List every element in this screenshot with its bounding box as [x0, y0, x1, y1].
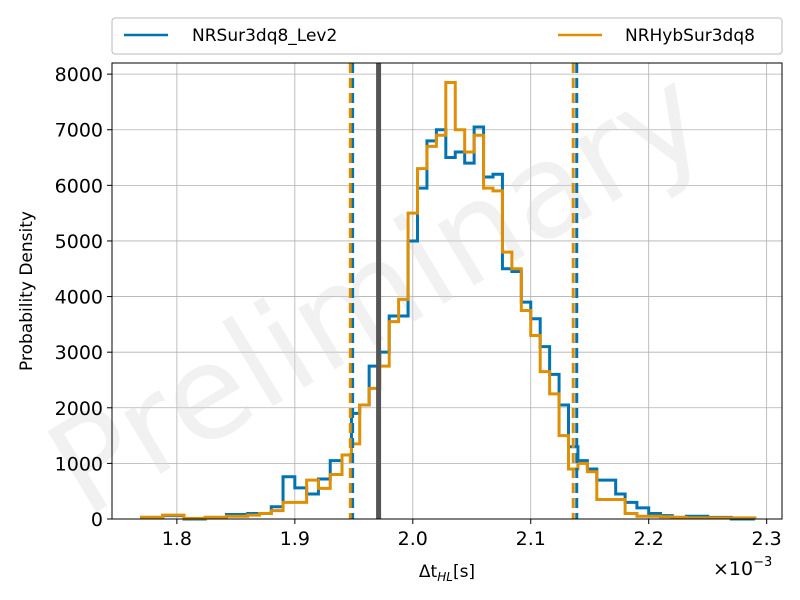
x-tick-label: 1.8 [162, 528, 192, 550]
histogram-steps [139, 80, 757, 521]
x-tick-label: 2.3 [752, 528, 782, 550]
x-tick-label: 2.1 [516, 528, 546, 550]
legend-box [111, 17, 783, 55]
x-axis-offset-label: ×10−3 [713, 555, 772, 580]
y-tick-label: 1000 [55, 453, 103, 475]
legend-label-nrsur: NRSur3dq8_Lev2 [192, 26, 337, 46]
histogram-series-0 [139, 125, 755, 521]
x-tick-label: 1.9 [280, 528, 310, 550]
y-axis-ticks: 0 1000 2000 3000 4000 5000 6000 7000 8000 [55, 64, 112, 531]
y-tick-label: 7000 [55, 120, 103, 142]
y-tick-label: 0 [91, 509, 103, 531]
y-tick-label: 3000 [55, 342, 103, 364]
y-axis-label: Probability Density [17, 211, 37, 371]
legend-label-nrhybsur: NRHybSur3dq8 [625, 26, 755, 46]
y-tick-label: 6000 [55, 175, 103, 197]
y-tick-label: 4000 [55, 287, 103, 309]
histogram-series-1 [139, 80, 757, 520]
y-tick-label: 2000 [55, 398, 103, 420]
x-axis-label: ΔtHL[s] [419, 562, 475, 584]
y-tick-label: 8000 [55, 64, 103, 86]
axes-frame [111, 62, 783, 520]
x-axis-ticks: 1.8 1.9 2.0 2.1 2.2 2.3 [162, 519, 782, 550]
x-tick-label: 2.0 [398, 528, 428, 550]
x-tick-label: 2.2 [634, 528, 664, 550]
y-tick-label: 5000 [55, 231, 103, 253]
credible-interval-lines [348, 63, 579, 519]
legend: NRSur3dq8_Lev2 NRHybSur3dq8 [111, 17, 783, 55]
